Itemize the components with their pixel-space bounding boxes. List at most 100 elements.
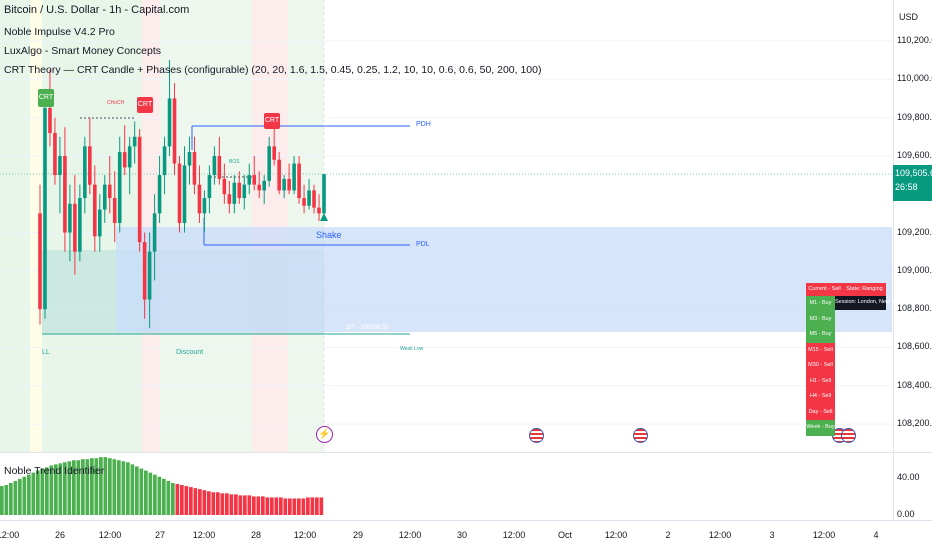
candle-body — [48, 108, 52, 133]
trend-bar — [184, 486, 189, 515]
candle-body — [302, 198, 306, 206]
time-tick: 27 — [154, 530, 166, 540]
candle-body — [322, 174, 326, 214]
trend-bar — [54, 464, 58, 515]
trend-bar — [144, 470, 148, 515]
time-tick: 12:00 — [398, 530, 422, 540]
symbol-title[interactable]: Bitcoin / U.S. Dollar - 1h - Capital.com — [4, 4, 190, 16]
lower-tick-40: 40.00 — [897, 472, 920, 482]
lower-pane-chart[interactable] — [0, 453, 893, 520]
trend-bar — [85, 459, 90, 515]
candle-body — [292, 163, 296, 191]
candle-body — [267, 146, 271, 181]
price-tick: 108,400.00 — [897, 379, 932, 390]
trend-bar — [216, 492, 220, 515]
trend-bar — [229, 494, 234, 515]
lightning-icon[interactable]: ⚡ — [316, 426, 333, 443]
weak-low-label: Weak Low — [400, 346, 424, 352]
currency-label: USD — [899, 12, 919, 22]
timeframe-row: Week - Buy — [806, 420, 835, 436]
time-tick: 12:00 — [98, 530, 122, 540]
candle-body — [107, 184, 112, 199]
candle-body — [182, 165, 187, 223]
time-axis[interactable] — [0, 520, 932, 551]
trend-bar — [283, 498, 288, 515]
buy-triangle — [320, 213, 328, 221]
indicator-legend-1[interactable]: Noble Impulse V4.2 Pro — [4, 26, 115, 38]
trend-bar — [171, 482, 175, 515]
candle-body — [272, 146, 276, 160]
time-tick: 2 — [665, 530, 671, 540]
trend-bar — [67, 461, 72, 515]
trend-bar — [63, 462, 67, 515]
trend-bar — [90, 458, 94, 515]
session-band-yellow — [30, 0, 42, 452]
trend-bar — [121, 461, 126, 515]
session-band-red — [142, 0, 160, 452]
pdl-label: PDL — [416, 241, 430, 248]
session-band-green — [160, 0, 252, 452]
trend-bar — [76, 460, 81, 515]
us-flag-icon[interactable] — [633, 428, 648, 443]
time-tick: 12:00 — [708, 530, 732, 540]
trend-bar — [243, 495, 247, 515]
time-tick: 3 — [769, 530, 775, 540]
trend-bar — [31, 472, 36, 515]
time-tick: 4 — [873, 530, 879, 540]
trend-bar — [225, 493, 229, 515]
indicator-legend-2[interactable]: LuxAlgo - Smart Money Concepts — [4, 45, 161, 57]
current-price-value: 109,505.60 — [895, 168, 932, 178]
trend-bar — [153, 474, 157, 515]
trend-bar — [148, 472, 153, 515]
lower-pane-title[interactable]: Noble Trend Identifier — [4, 465, 105, 477]
indicator-legend-3[interactable]: CRT Theory — CRT Candle + Phases (config… — [4, 64, 542, 76]
price-tick: 110,000.00 — [897, 73, 932, 84]
trend-bar — [247, 495, 252, 515]
main-chart[interactable] — [0, 0, 893, 452]
candle-body — [227, 194, 232, 204]
trend-bar — [288, 498, 292, 515]
trend-bar — [157, 476, 162, 515]
trend-bar — [279, 497, 283, 515]
candle-body — [262, 180, 267, 191]
candle-body — [43, 108, 47, 310]
premium-zone — [116, 227, 892, 332]
crt-right-badge: CRT — [264, 113, 280, 129]
price-axis[interactable] — [893, 0, 932, 520]
timeframe-row: Day - Sell — [806, 404, 835, 420]
bos-label: BOS — [229, 159, 240, 165]
session-shading — [0, 0, 324, 452]
table-state: State: Ranging — [843, 283, 886, 296]
candle-body — [88, 146, 92, 185]
candle-body — [38, 213, 42, 310]
trend-bar — [166, 480, 171, 515]
candle-body — [152, 213, 157, 252]
trend-bar — [117, 460, 121, 515]
pdh-label: PDH — [416, 121, 431, 128]
price-tick: 110,200.00 — [897, 35, 932, 45]
trend-bar — [315, 497, 319, 515]
session-band-green — [42, 0, 142, 452]
time-tick: 30 — [456, 530, 468, 540]
time-tick: 29 — [352, 530, 364, 540]
candle-body — [237, 182, 242, 199]
candle-body — [297, 163, 301, 199]
trend-bar — [108, 458, 112, 515]
candle-body — [197, 184, 202, 214]
candle-body — [187, 152, 192, 166]
trend-bar — [256, 496, 261, 515]
trend-bar — [139, 468, 144, 515]
candle-body — [217, 155, 222, 179]
trend-bar — [301, 498, 306, 515]
us-flag-icon[interactable] — [529, 428, 544, 443]
candle-body — [252, 175, 257, 185]
table-current: Current - Sell — [806, 283, 843, 296]
trend-bar — [175, 484, 180, 515]
us-flag-icon[interactable] — [841, 428, 856, 443]
candle-body — [287, 178, 291, 191]
trend-bar — [252, 496, 256, 515]
candle-body — [167, 98, 172, 147]
trend-bar — [274, 497, 279, 515]
candle-body — [242, 184, 247, 199]
trend-bar — [13, 480, 18, 515]
